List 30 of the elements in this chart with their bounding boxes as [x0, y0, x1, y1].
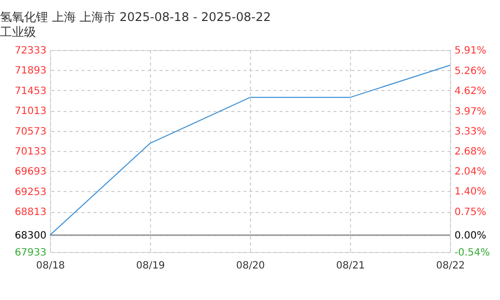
y2-tick-label: 2.68% [454, 146, 486, 158]
y-tick-label: 72333 [14, 46, 46, 56]
y-tick-label: 69693 [14, 166, 46, 178]
y-tick-label: 67933 [14, 248, 46, 258]
y-tick-label: 68813 [14, 207, 46, 218]
y-tick-label: 71013 [14, 106, 46, 118]
chart-title: 氢氧化锂 上海 上海市 2025-08-18 - 2025-08-22 [0, 10, 271, 24]
y2-tick-label: 3.97% [454, 106, 486, 118]
y-tick-label: 71893 [14, 66, 46, 77]
y2-tick-label: -0.54% [454, 248, 490, 258]
y2-tick-label: 0.75% [454, 207, 486, 218]
y2-tick-label: 4.62% [454, 86, 486, 97]
x-tick-label: 08/18 [36, 260, 65, 272]
x-tick-label: 08/22 [436, 260, 465, 272]
y2-tick-label: 1.40% [454, 186, 486, 198]
x-tick-label: 08/19 [136, 260, 165, 272]
y2-tick-label: 3.33% [454, 126, 486, 138]
x-tick-label: 08/21 [336, 260, 365, 272]
y2-tick-label: 2.04% [454, 166, 486, 178]
y2-tick-label: 5.26% [454, 66, 486, 77]
y-tick-label: 71453 [14, 86, 46, 97]
y-tick-label: 70573 [14, 126, 46, 138]
y2-tick-label: 0.00% [454, 230, 486, 242]
line-series [50, 64, 450, 236]
y-tick-label: 69253 [14, 186, 46, 198]
y-tick-label: 68300 [14, 230, 46, 242]
x-tick-label: 08/20 [236, 260, 265, 272]
y-tick-label: 70133 [14, 146, 46, 158]
chart-subtitle: 工业级 [0, 25, 36, 39]
y2-tick-label: 5.91% [454, 46, 486, 56]
